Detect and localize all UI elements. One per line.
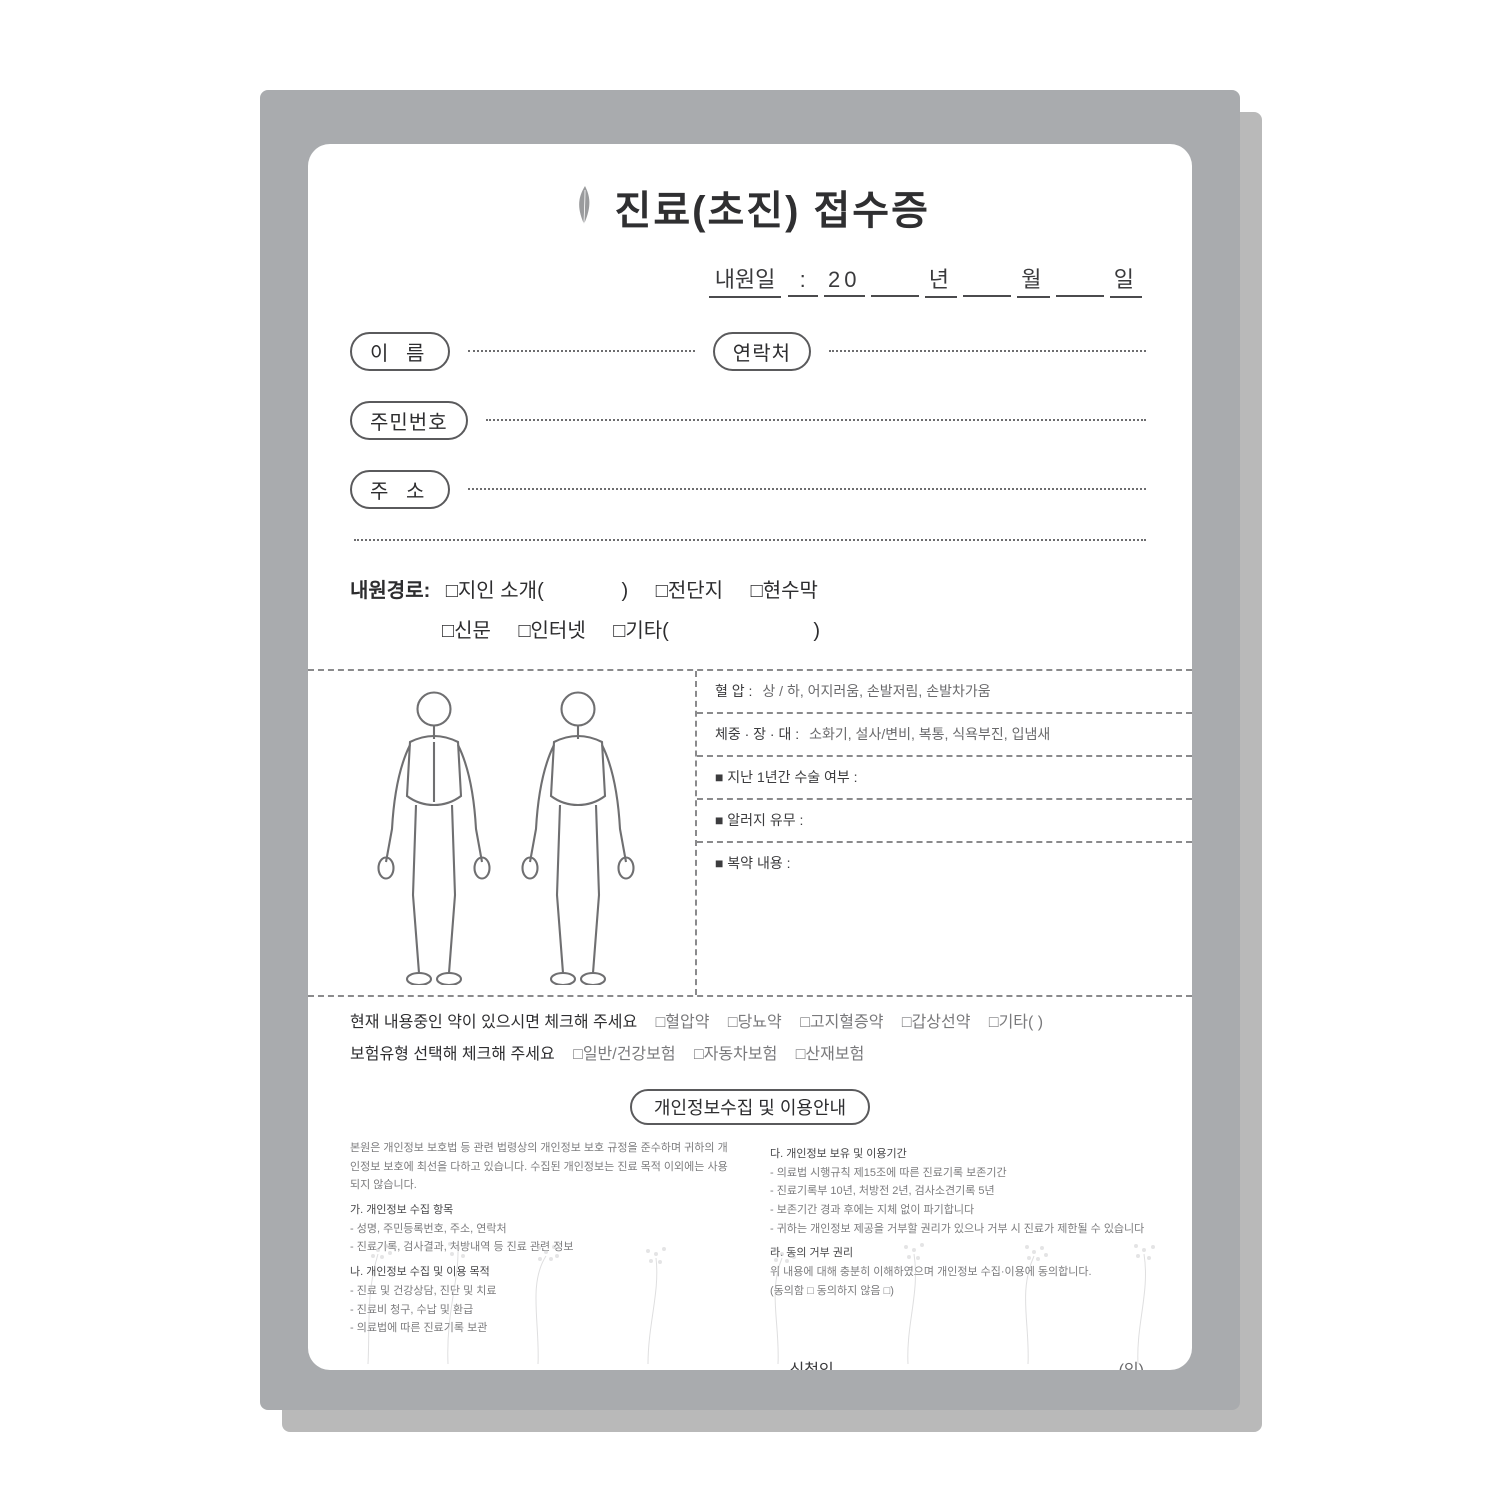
- signature-label: 신청인: [790, 1362, 834, 1370]
- body-section: 혈 압 :상 / 하, 어지러움, 손발저림, 손발차가움 체중 · 장 · 대…: [308, 671, 1192, 995]
- form-card: 진료(초진) 접수증 내원일 : 20 년 월 일 이 름 연락처: [308, 144, 1192, 1370]
- fine-text: - 의료법 시행규칙 제15조에 따른 진료기록 보존기간: [770, 1164, 1150, 1183]
- privacy-title: 개인정보수집 및 이용안내: [630, 1089, 870, 1125]
- grey-border: 진료(초진) 접수증 내원일 : 20 년 월 일 이 름 연락처: [260, 90, 1240, 1410]
- signature-row[interactable]: 신청인 (인): [350, 1356, 1150, 1370]
- exam-row-bp[interactable]: 혈 압 :상 / 하, 어지러움, 손발저림, 손발차가움: [697, 671, 1192, 714]
- fine-right: 다. 개인정보 보유 및 이용기간 - 의료법 시행규칙 제15조에 따른 진료…: [770, 1139, 1150, 1338]
- fields-block: 이 름 연락처 주민번호 주 소: [350, 332, 1150, 651]
- route-label: 내원경로:: [350, 580, 430, 602]
- fine-head: 나. 개인정보 수집 및 이용 목적: [350, 1263, 730, 1282]
- year-unit: 년: [925, 262, 957, 298]
- leaf-icon: [570, 184, 600, 231]
- route-opt-other[interactable]: □기타( ): [613, 620, 820, 642]
- label-name: 이 름: [350, 332, 450, 371]
- row-rrn: 주민번호: [350, 401, 1150, 440]
- row-address: 주 소: [350, 470, 1150, 509]
- privacy-fineprint: 본원은 개인정보 보호법 등 관련 법령상의 개인정보 보호 규정을 준수하며 …: [350, 1139, 1150, 1338]
- q-insurance-type[interactable]: 보험유형 선택해 체크해 주세요 □일반/건강보험 □자동차보험 □산재보험: [350, 1039, 1150, 1071]
- label-rrn: 주민번호: [350, 401, 468, 440]
- visit-date-label: 내원일: [709, 262, 782, 298]
- route-opt-newspaper[interactable]: □신문: [442, 620, 491, 642]
- route-opt-internet[interactable]: □인터넷: [518, 620, 585, 642]
- route-opt-flyer[interactable]: □전단지: [656, 580, 723, 602]
- fine-text: - 성명, 주민등록번호, 주소, 연락처: [350, 1220, 730, 1239]
- fine-text: 본원은 개인정보 보호법 등 관련 법령상의 개인정보 보호 규정을 준수하며 …: [350, 1139, 730, 1195]
- visit-route[interactable]: 내원경로: □지인 소개( ) □전단지 □현수막 □신문 □인터넷 □기타( …: [350, 571, 1150, 651]
- body-back-icon: [518, 685, 638, 985]
- visit-date-line[interactable]: 내원일 : 20 년 월 일: [350, 262, 1150, 298]
- body-front-icon: [374, 685, 494, 985]
- fine-text: (동의함 □ 동의하지 않음 □): [770, 1282, 1150, 1301]
- row-name-contact: 이 름 연락처: [350, 332, 1150, 371]
- fine-text: 위 내용에 대해 충분히 이해하였으며 개인정보 수집·이용에 동의합니다.: [770, 1263, 1150, 1282]
- fine-left: 본원은 개인정보 보호법 등 관련 법령상의 개인정보 보호 규정을 준수하며 …: [350, 1139, 730, 1338]
- signature-stamp: (인): [1119, 1362, 1144, 1370]
- year-prefix: 20: [824, 267, 864, 297]
- month-unit: 월: [1017, 262, 1049, 298]
- route-line-2: □신문 □인터넷 □기타( ): [350, 611, 1150, 651]
- fine-head: 다. 개인정보 보유 및 이용기간: [770, 1145, 1150, 1164]
- input-address[interactable]: [468, 488, 1146, 490]
- route-opt-intro[interactable]: □지인 소개( ): [446, 580, 628, 602]
- input-contact[interactable]: [829, 350, 1146, 352]
- route-opt-banner[interactable]: □현수막: [751, 580, 818, 602]
- form-title: 진료(초진) 접수증: [615, 178, 930, 236]
- exam-row-medication[interactable]: ■ 복약 내용 :: [697, 843, 1192, 884]
- route-line-1: 내원경로: □지인 소개( ) □전단지 □현수막: [350, 571, 1150, 611]
- fine-head: 가. 개인정보 수집 항목: [350, 1201, 730, 1220]
- input-name[interactable]: [468, 350, 694, 352]
- privacy-heading: 개인정보수집 및 이용안내: [350, 1089, 1150, 1125]
- label-address: 주 소: [350, 470, 450, 509]
- row-address-2[interactable]: [350, 539, 1150, 543]
- fine-text: - 귀하는 개인정보 제공을 거부할 권리가 있으나 거부 시 진료가 제한될 …: [770, 1220, 1150, 1239]
- divider-2: [308, 995, 1192, 997]
- fine-text: - 진료 및 건강상담, 진단 및 치료: [350, 1282, 730, 1301]
- fine-text: - 의료법에 따른 진료기록 보관: [350, 1319, 730, 1338]
- fine-text: - 진료기록, 검사결과, 처방내역 등 진료 관련 정보: [350, 1238, 730, 1257]
- exam-row-surgery[interactable]: ■ 지난 1년간 수술 여부 :: [697, 757, 1192, 800]
- label-contact: 연락처: [713, 332, 811, 371]
- body-diagram[interactable]: [308, 671, 697, 995]
- fine-text: - 진료비 청구, 수납 및 환급: [350, 1301, 730, 1320]
- q-current-medication[interactable]: 현재 내용중인 약이 있으시면 체크해 주세요 □혈압약 □당뇨약 □고지혈증약…: [350, 1007, 1150, 1039]
- fine-text: - 보존기간 경과 후에는 지체 없이 파기합니다: [770, 1201, 1150, 1220]
- fine-head: 라. 동의 거부 권리: [770, 1244, 1150, 1263]
- exam-row-gi[interactable]: 체중 · 장 · 대 :소화기, 설사/변비, 복통, 식욕부진, 입냄새: [697, 714, 1192, 757]
- title-row: 진료(초진) 접수증: [350, 178, 1150, 236]
- page: 진료(초진) 접수증 내원일 : 20 년 월 일 이 름 연락처: [260, 90, 1240, 1410]
- exam-table: 혈 압 :상 / 하, 어지러움, 손발저림, 손발차가움 체중 · 장 · 대…: [697, 671, 1192, 995]
- fine-text: - 진료기록부 10년, 처방전 2년, 검사소견기록 5년: [770, 1182, 1150, 1201]
- signature-line[interactable]: [848, 1362, 1108, 1370]
- questions: 현재 내용중인 약이 있으시면 체크해 주세요 □혈압약 □당뇨약 □고지혈증약…: [350, 1007, 1150, 1071]
- exam-row-allergy[interactable]: ■ 알러지 유무 :: [697, 800, 1192, 843]
- day-unit: 일: [1110, 262, 1142, 298]
- input-rrn[interactable]: [486, 419, 1146, 421]
